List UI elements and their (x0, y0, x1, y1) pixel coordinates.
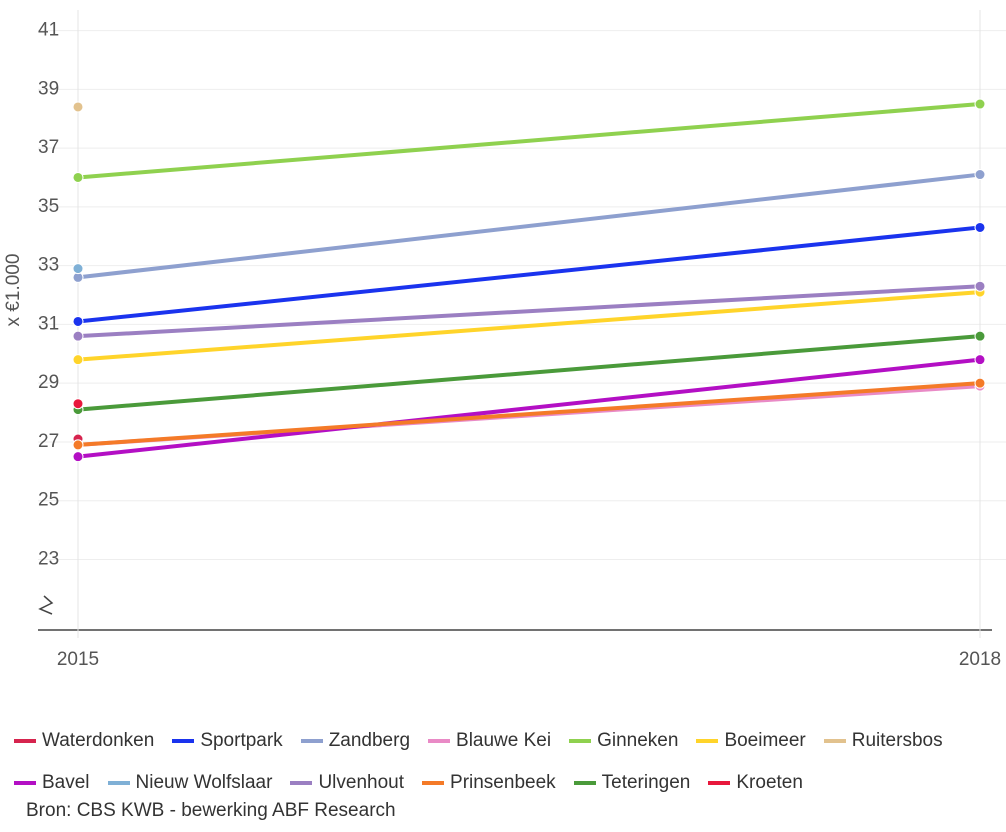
y-tick-label: 29 (38, 372, 59, 393)
legend-swatch (107, 781, 130, 785)
legend-swatch (708, 781, 731, 785)
series-line (77, 284, 981, 339)
point (72, 263, 84, 275)
legend-item[interactable]: Bavel (14, 772, 90, 794)
legend-item[interactable]: Nieuw Wolfslaar (107, 772, 273, 794)
point (974, 221, 986, 233)
legend-item[interactable]: Zandberg (300, 730, 411, 752)
axis-break (38, 595, 54, 615)
legend-item[interactable]: Teteringen (573, 772, 691, 794)
point (974, 354, 986, 366)
legend-item[interactable]: Ulvenhout (290, 772, 404, 794)
y-tick-label: 23 (38, 548, 59, 569)
series-line (77, 102, 981, 180)
y-axis-label: x €1.000 (3, 254, 24, 327)
y-tick-label: 37 (38, 137, 59, 158)
x-tick-label: 2018 (959, 649, 1001, 670)
point (72, 398, 84, 410)
legend-label: Ulvenhout (318, 772, 405, 793)
point (974, 98, 986, 110)
legend-label: Teteringen (601, 772, 691, 793)
legend-label: Boeimeer (724, 730, 806, 751)
legend-swatch (569, 739, 592, 743)
x-tick-label: 2015 (57, 649, 99, 670)
y-tick-label: 33 (38, 255, 59, 276)
legend-label: Waterdonken (42, 730, 155, 751)
y-tick-label: 39 (38, 78, 59, 99)
legend-label: Ginneken (597, 730, 679, 751)
legend-item[interactable]: Ginneken (569, 730, 678, 752)
point (72, 315, 84, 327)
series-line (77, 357, 981, 459)
legend-label: Prinsenbeek (450, 772, 556, 793)
point (72, 330, 84, 342)
legend-label: Ruitersbos (851, 730, 943, 751)
series-line (77, 225, 981, 324)
legend-label: Kroeten (736, 772, 803, 793)
legend-swatch (14, 739, 36, 743)
legend-label: Blauwe Kei (456, 730, 552, 751)
legend-swatch (14, 781, 36, 785)
point (974, 169, 986, 181)
point (974, 330, 986, 342)
legend-label: Sportpark (200, 730, 283, 751)
point (72, 451, 84, 463)
point (72, 171, 84, 183)
y-tick-label: 35 (38, 196, 59, 217)
legend-swatch (823, 739, 846, 743)
legend-swatch (573, 781, 596, 785)
legend-swatch (428, 739, 451, 743)
series-line (77, 290, 981, 362)
chart: x €1.000 23 25 27 29 31 33 35 37 39 41 2015 2018 (3, 10, 1006, 670)
legend: Waterdonken Sportpark Zandberg Blauwe Kei Gi… (14, 730, 1004, 794)
y-tick-label: 31 (38, 313, 59, 334)
point (72, 354, 84, 366)
series-line (77, 172, 981, 280)
legend-item[interactable]: Boeimeer (696, 730, 806, 752)
legend-item[interactable]: Prinsenbeek (422, 772, 556, 794)
legend-item[interactable]: Blauwe Kei (428, 730, 551, 752)
series-line (77, 334, 981, 412)
legend-label: Bavel (42, 772, 90, 793)
series-line (77, 381, 981, 447)
legend-item[interactable]: Kroeten (708, 772, 803, 794)
legend-label: Zandberg (328, 730, 411, 751)
legend-swatch (172, 739, 195, 743)
point (72, 101, 84, 113)
legend-swatch (300, 739, 323, 743)
legend-swatch (290, 781, 313, 785)
y-tick-label: 25 (38, 490, 59, 511)
point (974, 280, 986, 292)
legend-swatch (422, 781, 445, 785)
legend-item[interactable]: Ruitersbos (823, 730, 943, 752)
legend-item[interactable]: Waterdonken (14, 730, 154, 752)
legend-label: Nieuw Wolfslaar (135, 772, 273, 793)
source: Bron: CBS KWB - bewerking ABF Research (26, 800, 396, 821)
y-tick-label: 41 (38, 20, 59, 41)
legend-swatch (696, 739, 719, 743)
y-tick-label: 27 (38, 431, 59, 452)
legend-item[interactable]: Sportpark (172, 730, 283, 752)
point (72, 439, 84, 451)
point (974, 377, 986, 389)
